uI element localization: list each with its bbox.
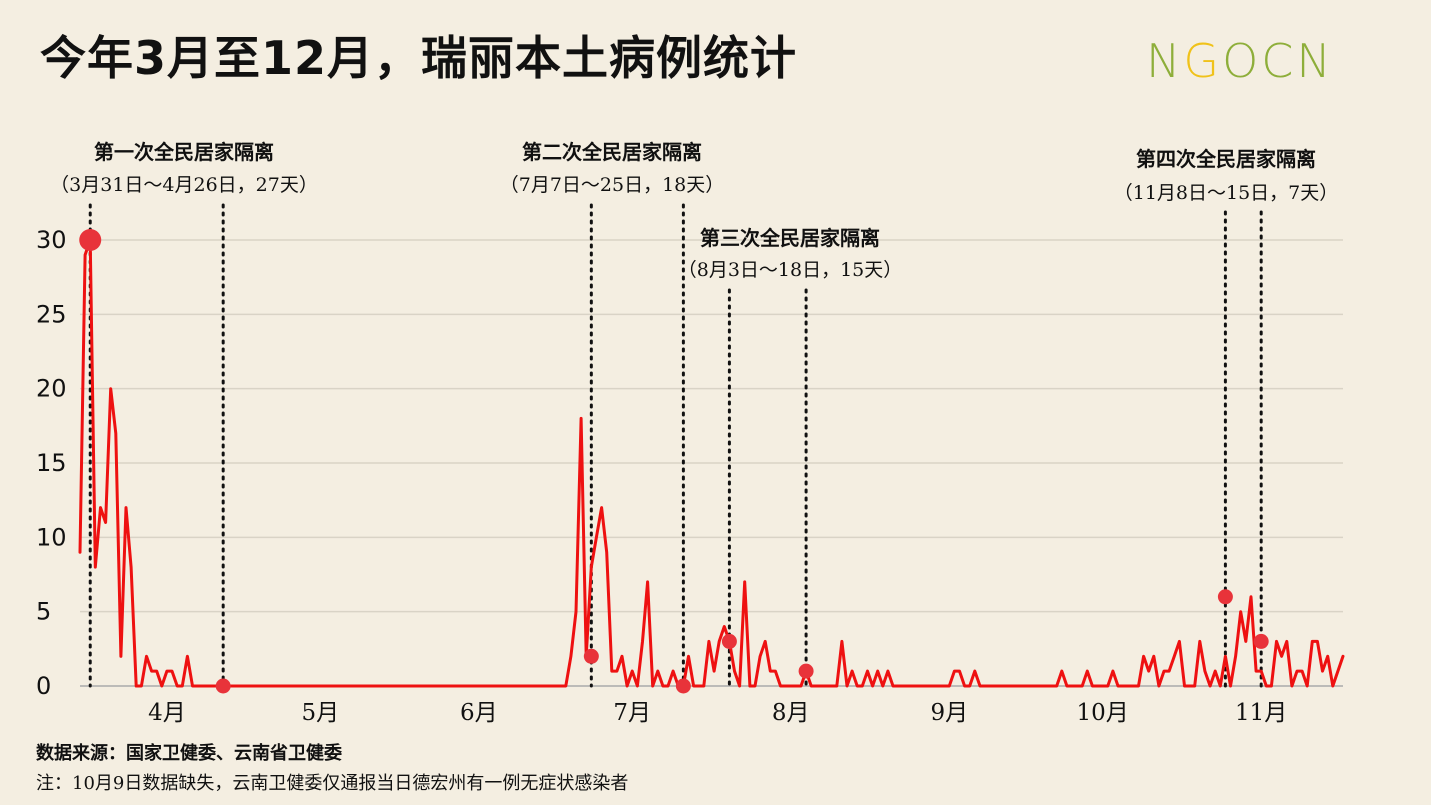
lockdown-lines	[88, 203, 1263, 688]
lockdown-title: 第一次全民居家隔离	[94, 140, 274, 164]
y-tick-label: 20	[36, 375, 67, 403]
brand-logo: NGOCN	[1146, 34, 1334, 88]
y-tick-label: 30	[36, 226, 67, 254]
x-tick-label: 10月	[1077, 700, 1129, 726]
data-marker	[721, 633, 737, 649]
y-tick-label: 25	[36, 300, 67, 328]
lockdown-title: 第二次全民居家隔离	[522, 140, 702, 164]
lockdown-range: （8月3日～18日，15天）	[678, 259, 903, 281]
data-marker	[1253, 633, 1269, 649]
series-line	[78, 238, 1345, 688]
x-tick-label: 5月	[302, 700, 340, 726]
series-layer	[78, 238, 1345, 688]
lockdown-title: 第三次全民居家隔离	[700, 226, 880, 250]
data-marker	[798, 663, 814, 679]
axis-layer: 0 5 10 15 20 25 30 4月 5月 6月 7月 8月 9月 10月 11月	[36, 226, 1343, 726]
lockdown-title: 第四次全民居家隔离	[1136, 147, 1316, 171]
data-marker	[79, 229, 102, 251]
x-tick-label: 8月	[772, 700, 810, 726]
lockdown-range: （3月31日～4月26日，27天）	[50, 174, 318, 196]
x-tick-label: 7月	[613, 700, 651, 726]
brand-letter: G	[1183, 34, 1223, 88]
brand-letter: N	[1296, 34, 1334, 88]
grid-layer	[80, 239, 1343, 613]
data-marker	[1217, 589, 1233, 605]
annotation-layer: 第一次全民居家隔离 （3月31日～4月26日，27天） 第二次全民居家隔离 （7月7日…	[50, 140, 1338, 281]
x-tick-label: 6月	[460, 700, 498, 726]
data-marker	[583, 648, 599, 664]
y-tick-label: 5	[36, 598, 51, 626]
brand-logo-text: NGOCN	[1146, 34, 1334, 88]
data-marker	[215, 678, 231, 694]
y-tick-label: 15	[36, 449, 67, 477]
y-tick-label: 0	[36, 672, 51, 700]
data-marker	[675, 678, 691, 694]
marker-layer	[79, 229, 1269, 694]
brand-letter: O	[1222, 34, 1262, 88]
brand-letter: C	[1261, 34, 1297, 88]
page-title: 今年3月至12月，瑞丽本土病例统计	[40, 31, 798, 85]
source-note: 数据来源：国家卫健委、云南省卫健委	[36, 743, 342, 764]
lockdown-range: （11月8日～15日，7天）	[1114, 182, 1339, 204]
x-tick-label: 9月	[930, 700, 968, 726]
x-tick-label: 11月	[1235, 700, 1287, 726]
y-tick-label: 10	[36, 523, 67, 551]
lockdown-range: （7月7日～25日，18天）	[500, 174, 725, 196]
footnote: 注：10月9日数据缺失，云南卫健委仅通报当日德宏州有一例无症状感染者	[36, 773, 629, 794]
x-tick-label: 4月	[148, 700, 186, 726]
brand-letter: N	[1146, 34, 1184, 88]
